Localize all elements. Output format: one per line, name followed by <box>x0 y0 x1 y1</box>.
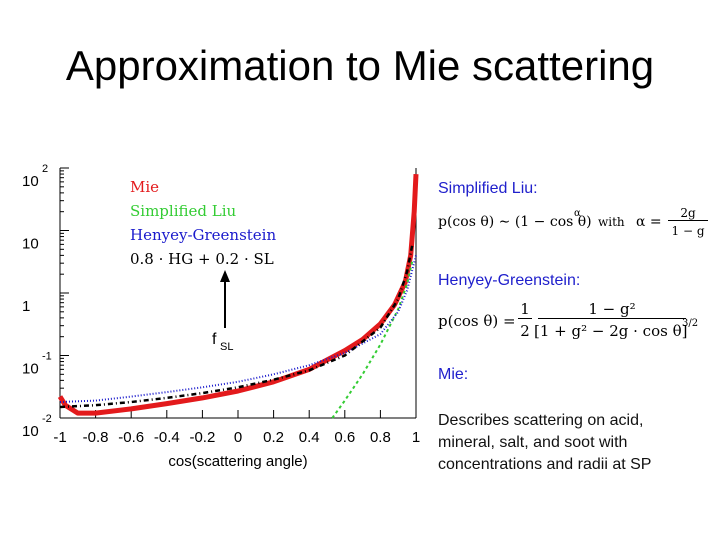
y-tick-label: 1 <box>22 298 30 315</box>
y-tick-label: 10 <box>22 236 39 253</box>
fsl-label: f <box>212 331 217 348</box>
legend-entry-0: Mie <box>130 178 159 196</box>
x-tick-label: 0.6 <box>334 429 355 446</box>
hg-label: Henyey-Greenstein: <box>438 272 581 289</box>
y-tick-exponent: -2 <box>42 413 52 425</box>
liu-label: Simplified Liu: <box>438 180 538 197</box>
x-tick-label: -1 <box>53 429 66 446</box>
legend-entry-2: Henyey-Greenstein <box>130 226 276 244</box>
hg-formula: p(cos θ) = 1 2 1 − g² [1 + g² − 2g · cos… <box>438 296 708 346</box>
y-tick-label: 10 <box>22 423 39 440</box>
y-tick-label: 10 <box>22 361 39 378</box>
x-tick-label: -0.8 <box>83 429 109 446</box>
x-tick-label: -0.4 <box>154 429 180 446</box>
x-tick-label: -0.6 <box>118 429 144 446</box>
x-axis-label: cos(scattering angle) <box>168 453 307 470</box>
fsl-label-subscript: SL <box>220 341 233 353</box>
liu-formula-alpha: α = <box>636 214 662 230</box>
mie-label: Mie: <box>438 366 469 383</box>
x-tick-label: 0.4 <box>299 429 320 446</box>
x-tick-label: 0.2 <box>263 429 284 446</box>
series-line-1 <box>331 260 414 419</box>
liu-formula-with: with <box>598 215 625 229</box>
liu-formula-exponent: α <box>574 208 581 219</box>
x-tick-label: -0.2 <box>189 429 215 446</box>
series-line-0 <box>57 173 419 416</box>
mie-description-line-3: concentrations and radii at SP <box>438 456 652 473</box>
y-tick-label: 10 <box>22 173 39 190</box>
liu-formula-denominator: 1 − g <box>671 224 705 238</box>
liu-formula: p(cos θ) ∼ (1 − cos θ) α with α = 2g 1 −… <box>438 206 708 246</box>
liu-formula-lhs: p(cos θ) ∼ (1 − cos θ) <box>438 214 592 230</box>
x-tick-label: 0 <box>234 429 242 446</box>
x-tick-label: 1 <box>412 429 420 446</box>
series-line-2 <box>59 255 417 403</box>
hg-formula-frac-num: 1 − g² <box>538 300 686 319</box>
hg-formula-frac-den: [1 + g² − 2g · cos θ] <box>534 322 688 340</box>
y-tick-exponent: -1 <box>42 351 52 363</box>
legend-entry-1: Simplified Liu <box>130 202 237 220</box>
slide-title: Approximation to Mie scattering <box>65 42 655 89</box>
liu-formula-numerator: 2g <box>668 206 708 221</box>
fsl-annotation: f SL <box>212 270 233 353</box>
legend-entry-3: 0.8 · HG + 0.2 · SL <box>130 250 274 268</box>
hg-formula-half-den: 2 <box>520 322 530 340</box>
chart-curves <box>57 173 419 419</box>
mie-description: Describes scattering on acid, mineral, s… <box>438 410 718 476</box>
plot-frame <box>59 168 417 419</box>
chart-legend: Mie Simplified Liu Henyey-Greenstein 0.8 · … <box>130 178 276 268</box>
hg-formula-half-num: 1 <box>518 300 532 319</box>
mie-description-line-2: mineral, salt, and soot with <box>438 434 628 451</box>
hg-formula-den-exp: 3/2 <box>682 318 699 329</box>
x-tick-label: 0.8 <box>370 429 391 446</box>
y-tick-exponent: 2 <box>42 163 48 175</box>
mie-description-line-1: Describes scattering on acid, <box>438 412 644 429</box>
hg-formula-lhs: p(cos θ) = <box>438 312 516 330</box>
axis-ticks: -1 -0.8 -0.6 -0.4 -0.2 0 0.2 0.4 0.6 0.8 110210110… <box>22 163 420 470</box>
fsl-arrow-head <box>220 270 230 282</box>
